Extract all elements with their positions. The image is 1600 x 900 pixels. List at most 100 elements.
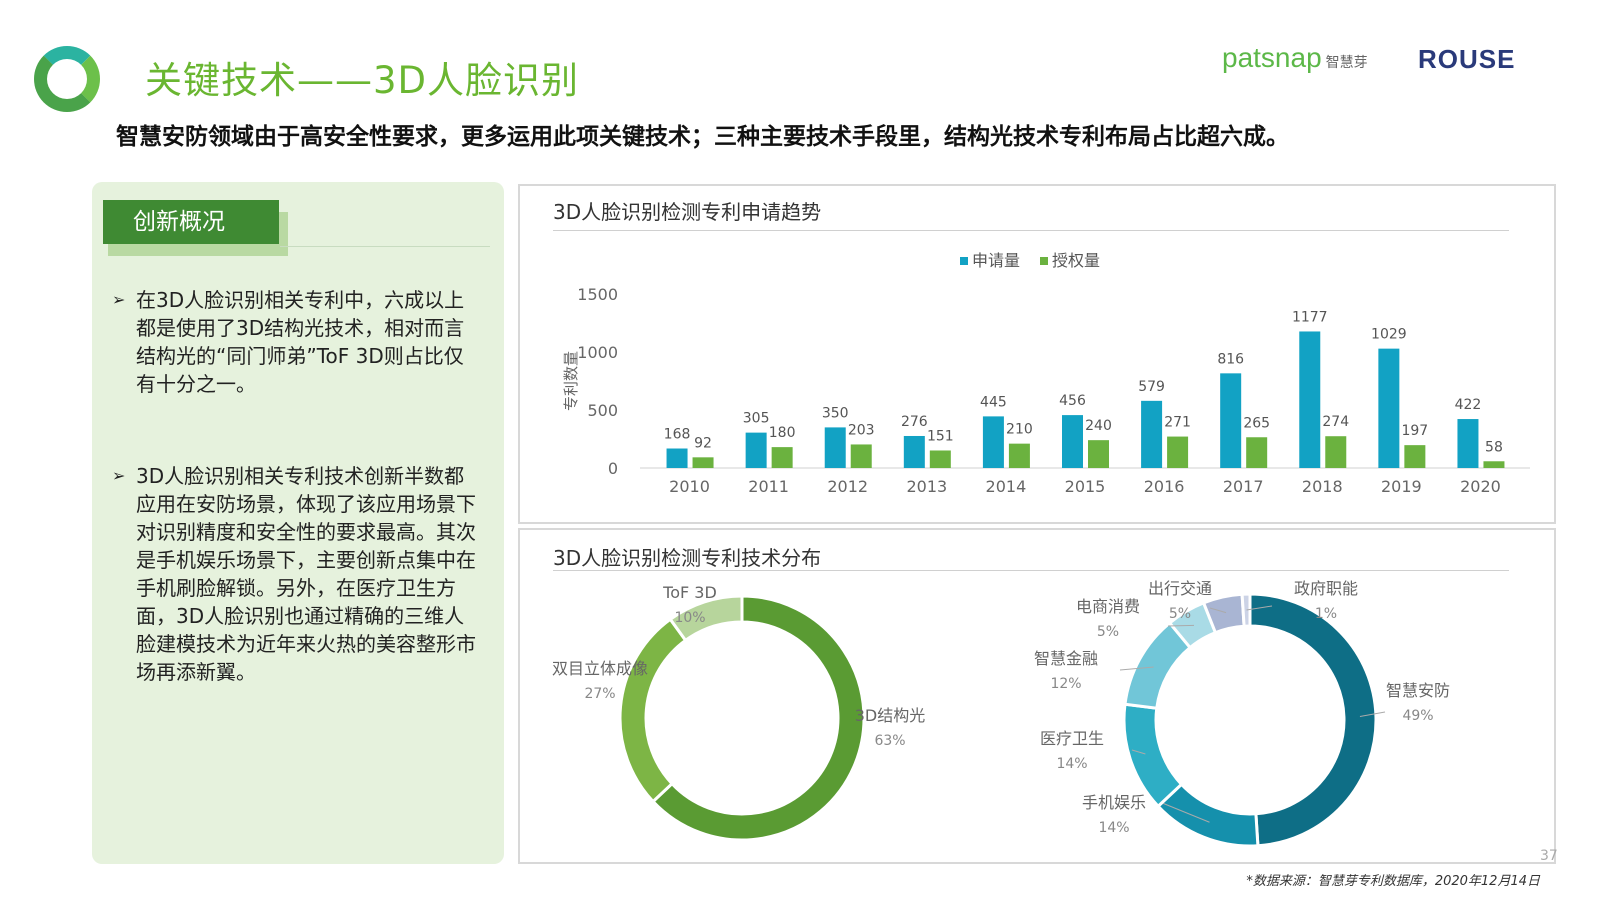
- tech-donut-slice-label: 3D结构光: [855, 706, 926, 725]
- data-label-apply: 276: [901, 414, 928, 430]
- bar-apply: [745, 432, 767, 468]
- bar-apply: [982, 416, 1004, 468]
- trend-chart-panel: 3D人脸识别检测专利申请趋势 0 500 1000 1500 专利数量 申请量 授权量 168…: [518, 184, 1556, 524]
- data-label-grant: 271: [1164, 415, 1191, 431]
- scene-donut-leader-line: [1119, 666, 1154, 671]
- page-number: 37: [1540, 848, 1558, 864]
- tech-donut-slice-label: ToF 3D: [662, 583, 717, 602]
- scene-donut-slice-pct: 14%: [1056, 756, 1087, 772]
- trend-chart-divider: [553, 230, 1509, 231]
- data-label-apply: 816: [1217, 351, 1244, 367]
- tech-donut-slice-pct: 27%: [584, 686, 615, 702]
- page-subtitle: 智慧安防领域由于高安全性要求，更多运用此项关键技术；三种主要技术手段里，结构光技…: [116, 124, 1289, 150]
- scene-donut-slice-pct: 1%: [1315, 606, 1337, 622]
- x-tick-label: 2013: [906, 477, 947, 496]
- donut-charts: 3D结构光 63% 双目立体成像 27% ToF 3D 10% 智慧安防 49% 手机娱乐 14%…: [552, 579, 1450, 848]
- scene-donut-slice-label: 手机娱乐: [1082, 793, 1146, 812]
- section-title-tag: 创新概况: [103, 200, 279, 244]
- tech-donut-slice-pct: 63%: [874, 733, 905, 749]
- x-tick-label: 2011: [748, 477, 789, 496]
- x-tick-label: 2015: [1065, 477, 1106, 496]
- bullet-text: 在3D人脸识别相关专利中，六成以上都是使用了3D结构光技术，相对而言结构光的“同…: [136, 288, 465, 396]
- scene-donut-leader-line: [1359, 711, 1386, 718]
- arrow-bullet-icon: ➢: [112, 466, 126, 485]
- distribution-chart-title: 3D人脸识别检测专利技术分布: [553, 546, 822, 570]
- tech-donut-slice-label: 双目立体成像: [552, 659, 648, 678]
- data-label-apply: 579: [1138, 379, 1165, 395]
- scene-donut-slice-label: 智慧安防: [1386, 681, 1450, 700]
- brand-logo-patsnap: patsnap 智慧芽: [1222, 42, 1368, 74]
- scene-donut-slice-label: 医疗卫生: [1040, 729, 1104, 748]
- x-tick-label: 2010: [669, 477, 710, 496]
- bar-grant: [1404, 445, 1426, 468]
- data-label-grant: 274: [1322, 414, 1349, 430]
- data-label-apply: 422: [1455, 397, 1482, 413]
- bar-grant: [1325, 436, 1347, 468]
- data-label-apply: 305: [743, 411, 770, 427]
- scene-donut-slice: [1122, 702, 1184, 809]
- scene-donut-leader-line: [1246, 605, 1273, 611]
- data-label-grant: 203: [848, 422, 875, 438]
- data-label-grant: 151: [927, 428, 954, 444]
- data-source-note: *数据来源：智慧芽专利数据库，2020年12月14日: [1246, 874, 1540, 889]
- y-tick-label: 0: [608, 459, 618, 478]
- tech-donut-slice: [650, 594, 866, 842]
- bar-apply: [903, 435, 925, 468]
- y-axis-label: 专利数量: [562, 351, 580, 411]
- brand-patsnap-cn-text: 智慧芽: [1325, 54, 1368, 70]
- innovation-overview-panel: [92, 182, 504, 864]
- bar-grant: [771, 447, 793, 468]
- scene-donut-leader-line: [1209, 607, 1227, 614]
- x-tick-label: 2014: [986, 477, 1027, 496]
- y-tick-label: 500: [587, 401, 618, 420]
- y-tick-label: 1000: [577, 343, 618, 362]
- data-label-apply: 1029: [1371, 327, 1407, 343]
- bar-apply: [666, 448, 688, 468]
- data-label-apply: 445: [980, 394, 1007, 410]
- tech-donut-slice-pct: 10%: [674, 610, 705, 626]
- data-label-apply: 1177: [1292, 309, 1328, 325]
- bar-grant: [929, 450, 951, 468]
- scene-donut-leader-line: [1131, 749, 1146, 755]
- scene-donut-slice-label: 智慧金融: [1034, 649, 1098, 668]
- x-tick-label: 2018: [1302, 477, 1343, 496]
- bullet-item: ➢ 在3D人脸识别相关专利中，六成以上都是使用了3D结构光技术，相对而言结构光的…: [112, 286, 480, 398]
- legend-swatch: [1040, 257, 1048, 265]
- arrow-bullet-icon: ➢: [112, 290, 126, 309]
- data-label-grant: 92: [694, 435, 712, 451]
- data-label-grant: 265: [1243, 415, 1270, 431]
- bar-apply: [1378, 348, 1400, 468]
- legend-label: 授权量: [1052, 251, 1100, 270]
- page-title: 关键技术——3D人脸识别: [145, 59, 580, 102]
- y-tick-label: 1500: [577, 285, 618, 304]
- x-tick-label: 2019: [1381, 477, 1422, 496]
- trend-chart-title: 3D人脸识别检测专利申请趋势: [553, 200, 822, 224]
- data-label-grant: 180: [769, 425, 796, 441]
- data-label-apply: 168: [664, 427, 691, 443]
- bar-grant: [1088, 440, 1109, 468]
- x-tick-label: 2017: [1223, 477, 1264, 496]
- bar-apply: [824, 427, 846, 468]
- data-label-grant: 240: [1085, 418, 1112, 434]
- bar-grant: [1246, 437, 1268, 468]
- x-tick-label: 2020: [1460, 477, 1501, 496]
- legend-swatch: [960, 257, 968, 265]
- scene-donut-slice-pct: 5%: [1169, 606, 1191, 622]
- bar-apply: [1141, 400, 1163, 468]
- scene-donut-slice-label: 出行交通: [1148, 579, 1212, 598]
- data-label-apply: 456: [1059, 393, 1086, 409]
- data-label-grant: 210: [1006, 422, 1033, 438]
- scene-donut-slice-label: 政府职能: [1294, 579, 1358, 598]
- logo-ring-icon: [34, 46, 100, 112]
- bar-apply: [1299, 331, 1321, 468]
- distribution-chart-divider: [553, 570, 1509, 571]
- tech-donut-slice: [618, 617, 688, 804]
- data-label-grant: 197: [1401, 423, 1428, 439]
- bar-grant: [1483, 461, 1505, 468]
- scene-donut-slice: [1240, 592, 1252, 628]
- bullet-item: ➢ 3D人脸识别相关专利技术创新半数都应用在安防场景，体现了该应用场景下对识别精…: [112, 462, 480, 686]
- brand-logo-rouse: ROUSE: [1418, 44, 1516, 74]
- brand-patsnap-text: patsnap: [1222, 42, 1322, 73]
- scene-donut-slice-pct: 5%: [1097, 624, 1119, 640]
